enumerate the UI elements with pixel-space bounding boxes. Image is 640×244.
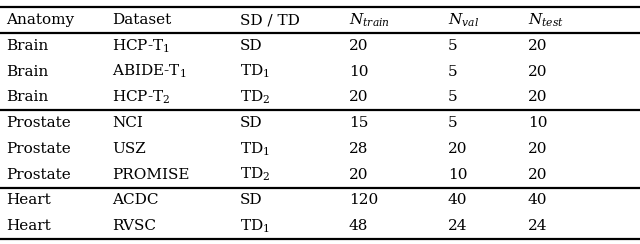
Text: 20: 20: [448, 142, 467, 156]
Text: 24: 24: [528, 219, 547, 233]
Text: 15: 15: [349, 116, 368, 130]
Text: Heart: Heart: [6, 193, 51, 207]
Text: 10: 10: [349, 65, 368, 79]
Text: TD$_1$: TD$_1$: [240, 63, 270, 81]
Text: Prostate: Prostate: [6, 168, 71, 182]
Text: 20: 20: [528, 142, 547, 156]
Text: 40: 40: [528, 193, 547, 207]
Text: Prostate: Prostate: [6, 116, 71, 130]
Text: 5: 5: [448, 65, 458, 79]
Text: PROMISE: PROMISE: [112, 168, 189, 182]
Text: 10: 10: [528, 116, 547, 130]
Text: Dataset: Dataset: [112, 13, 172, 27]
Text: Heart: Heart: [6, 219, 51, 233]
Text: RVSC: RVSC: [112, 219, 156, 233]
Text: Brain: Brain: [6, 91, 49, 104]
Text: $N_{test}$: $N_{test}$: [528, 11, 564, 29]
Text: SD: SD: [240, 116, 262, 130]
Text: 20: 20: [528, 168, 547, 182]
Text: USZ: USZ: [112, 142, 146, 156]
Text: 5: 5: [448, 39, 458, 53]
Text: TD$_1$: TD$_1$: [240, 218, 270, 235]
Text: Prostate: Prostate: [6, 142, 71, 156]
Text: Anatomy: Anatomy: [6, 13, 74, 27]
Text: NCI: NCI: [112, 116, 143, 130]
Text: ACDC: ACDC: [112, 193, 159, 207]
Text: 20: 20: [349, 39, 368, 53]
Text: SD: SD: [240, 193, 262, 207]
Text: 20: 20: [349, 91, 368, 104]
Text: Brain: Brain: [6, 65, 49, 79]
Text: $N_{train}$: $N_{train}$: [349, 11, 390, 29]
Text: TD$_1$: TD$_1$: [240, 140, 270, 158]
Text: TD$_2$: TD$_2$: [240, 89, 270, 106]
Text: SD / TD: SD / TD: [240, 13, 300, 27]
Text: Brain: Brain: [6, 39, 49, 53]
Text: SD: SD: [240, 39, 262, 53]
Text: 5: 5: [448, 116, 458, 130]
Text: ABIDE-T$_1$: ABIDE-T$_1$: [112, 63, 186, 81]
Text: 20: 20: [349, 168, 368, 182]
Text: 48: 48: [349, 219, 368, 233]
Text: 20: 20: [528, 39, 547, 53]
Text: TD$_2$: TD$_2$: [240, 166, 270, 183]
Text: 10: 10: [448, 168, 467, 182]
Text: 5: 5: [448, 91, 458, 104]
Text: 120: 120: [349, 193, 378, 207]
Text: 40: 40: [448, 193, 467, 207]
Text: HCP-T$_1$: HCP-T$_1$: [112, 37, 170, 55]
Text: 28: 28: [349, 142, 368, 156]
Text: 24: 24: [448, 219, 467, 233]
Text: HCP-T$_2$: HCP-T$_2$: [112, 89, 170, 106]
Text: $N_{val}$: $N_{val}$: [448, 11, 479, 29]
Text: 20: 20: [528, 65, 547, 79]
Text: 20: 20: [528, 91, 547, 104]
